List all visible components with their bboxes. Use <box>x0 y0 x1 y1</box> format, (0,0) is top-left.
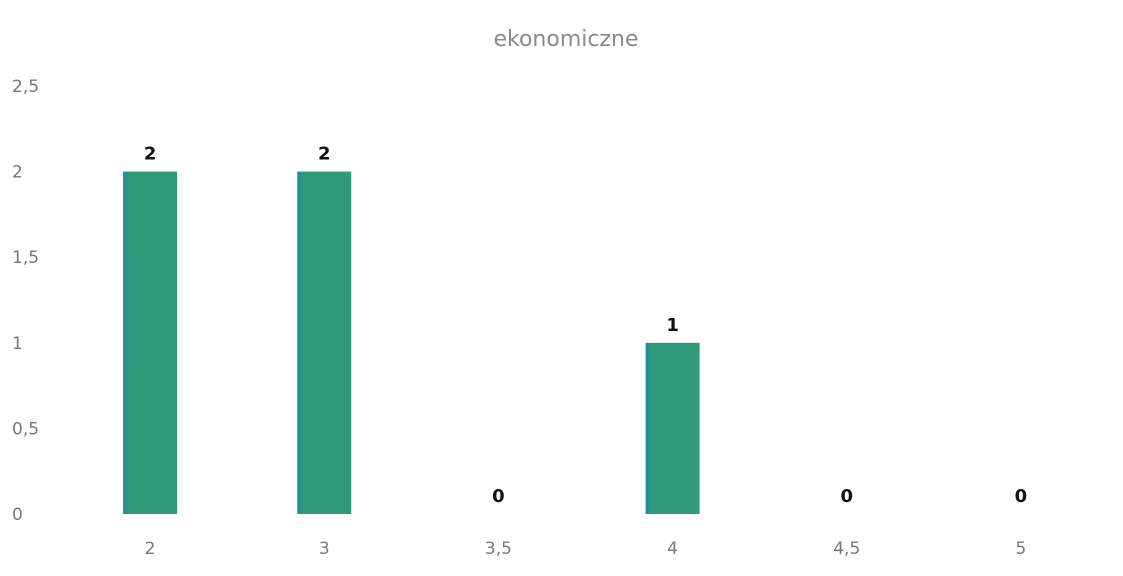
data-label: 0 <box>1015 486 1028 507</box>
x-tick-label: 4,5 <box>833 539 860 559</box>
data-labels: 2 2 0 1 0 0 <box>144 144 1027 507</box>
y-tick-label: 2,5 <box>12 77 39 97</box>
x-tick-label: 5 <box>1016 539 1027 559</box>
data-label: 0 <box>840 486 853 507</box>
y-tick-label: 0 <box>12 505 23 525</box>
y-axis: 0 0,5 1 1,5 2 2,5 <box>12 77 39 525</box>
bars <box>123 171 700 514</box>
y-tick-label: 1 <box>12 334 23 354</box>
x-tick-label: 4 <box>667 539 678 559</box>
x-tick-label: 2 <box>145 539 156 559</box>
data-label: 2 <box>318 144 331 165</box>
bar <box>123 171 178 514</box>
y-tick-label: 1,5 <box>12 248 39 268</box>
data-label: 2 <box>144 144 157 165</box>
chart-title: ekonomiczne <box>493 27 638 52</box>
x-tick-label: 3,5 <box>485 539 512 559</box>
y-tick-label: 0,5 <box>12 419 39 439</box>
data-label: 0 <box>492 486 505 507</box>
bar <box>297 171 352 514</box>
data-label: 1 <box>666 315 679 336</box>
x-axis: 2 3 3,5 4 4,5 5 <box>145 539 1027 559</box>
x-tick-label: 3 <box>319 539 330 559</box>
bar <box>645 342 700 514</box>
y-tick-label: 2 <box>12 163 23 183</box>
